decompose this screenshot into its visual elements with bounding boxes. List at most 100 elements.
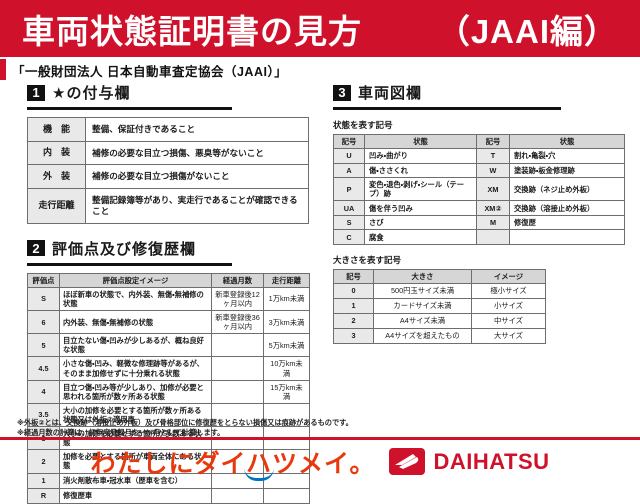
eval-point: S (27, 286, 60, 312)
condition-symbol: XM② (476, 200, 510, 216)
size-image: 大サイズ (471, 327, 546, 344)
condition-symbol: T (476, 148, 510, 164)
table-row: C 腐食 (333, 229, 625, 245)
condition-symbol: P (333, 177, 365, 202)
table-row: 6 内外装、無傷・無補修の状態 新車登録後36ヶ月以内 3万km未満 (27, 309, 310, 335)
size-col-header: イメージ (471, 268, 546, 284)
eval-months: 新車登録後12ヶ月以内 (211, 286, 264, 312)
table-row: A 傷・ささくれ W 塗装跡・板金修理跡 (333, 162, 625, 179)
section-3-badge: 3 (333, 84, 351, 101)
red-accent-bar (0, 59, 6, 80)
condition-symbol: M (476, 214, 510, 231)
size-desc: 500円玉サイズ未満 (373, 282, 472, 299)
eval-mileage: 1万km未満 (263, 286, 310, 312)
table-row: 1 カードサイズ未満 小サイズ (333, 297, 546, 314)
condition-table-caption: 状態を表す記号 (333, 120, 393, 130)
condition-state: 変色・退色・剥げ・シール（テープ）跡 (364, 177, 477, 202)
table-row: 内 装 補修の必要な目立つ損傷、悪臭等がないこと (27, 140, 309, 166)
page-edition: （JAAI編） (436, 12, 618, 50)
size-image: 小サイズ (471, 297, 546, 314)
eval-point: R (27, 487, 60, 504)
eval-desc: 小さな傷・凹み、軽微な修理跡等があるが、そのまま加修せずに十分乗れる状態 (59, 356, 212, 381)
size-symbol: 3 (333, 327, 374, 344)
section-3-title: 車両図欄 (358, 85, 423, 102)
daihatsu-logo-icon (389, 448, 426, 475)
eval-desc: 大小の加修を必要とする箇所が数ヶ所ある状態又は外板②適用車 (59, 402, 212, 428)
footnote: ※外板②とは、交換跡（溶接止め外板）及び骨格部位に修復歴をとらない損傷又は痕跡が… (17, 418, 353, 427)
eval-col-header: 走行距離 (263, 272, 310, 288)
table-row: 4.5 小さな傷・凹み、軽微な修理跡等があるが、そのまま加修せずに十分乗れる状態… (27, 356, 310, 381)
eval-months (211, 333, 264, 358)
eval-mileage: 10万km未満 (263, 356, 310, 381)
section-1-header: 1 ★の付与欄 (27, 82, 232, 110)
table-row: 0 500円玉サイズ未満 極小サイズ (333, 282, 546, 299)
eval-point: 4 (27, 379, 60, 404)
section-1-badge: 1 (27, 84, 45, 101)
size-desc: A4サイズを超えたもの (373, 327, 472, 344)
brand-wordmark: DAIHATSU (433, 448, 550, 474)
eval-table: 評価点 評価点設定イメージ 経過月数 走行距離 S ほぼ新車の状態で、内外装、無… (27, 272, 310, 504)
condition-symbol: C (333, 229, 365, 245)
condition-state: さび (364, 214, 477, 231)
condition-symbol: XM (476, 177, 510, 202)
table-row: R 修復歴車 (27, 487, 310, 504)
eval-point: 4.5 (27, 356, 60, 381)
table-row: 走行距離 整備記録簿等があり、実走行であることが確認できること (27, 188, 309, 224)
condition-symbol: S (333, 214, 365, 231)
star-row-label: 外 装 (27, 164, 86, 190)
eval-desc: ほぼ新車の状態で、内外装、無傷・無補修の状態 (59, 286, 212, 312)
table-row: 4 目立つ傷・凹み等が少しあり、加修が必要と思われる箇所が数ヶ所ある状態 15万… (27, 379, 310, 404)
slogan-label: わたしにダイハツメイ。 (90, 449, 376, 478)
condition-symbol (476, 229, 510, 245)
eval-months (211, 402, 264, 428)
section-3-header: 3 車両図欄 (333, 82, 561, 110)
condition-symbol: W (476, 162, 510, 179)
eval-desc: 内外装、無傷・無補修の状態 (59, 309, 212, 335)
page-header: 車両状態証明書の見方 （JAAI編） (0, 0, 640, 57)
eval-col-header: 経過月数 (211, 272, 264, 288)
slogan-text: わたしにダイハツメイ。 (90, 444, 376, 481)
size-table-caption: 大きさを表す記号 (333, 254, 402, 265)
eval-months (211, 379, 264, 404)
size-desc: カードサイズ未満 (373, 297, 472, 314)
table-header-row: 記号 状態 記号 状態 (333, 133, 625, 150)
eval-point: 6 (27, 309, 60, 335)
star-row-desc: 補修の必要な目立つ損傷がないこと (85, 164, 309, 190)
condition-col-header: 記号 (476, 133, 510, 150)
condition-col-header: 状態 (364, 133, 477, 150)
star-table: 機 能 整備、保証付きであること 内 装 補修の必要な目立つ損傷、悪臭等がないこ… (27, 117, 309, 224)
condition-table: 記号 状態 記号 状態 U 凹み・曲がり T 割れ・亀裂・穴 A 傷・ささくれ … (333, 133, 625, 245)
table-header-row: 評価点 評価点設定イメージ 経過月数 走行距離 (27, 272, 310, 288)
size-desc: A4サイズ未満 (373, 312, 472, 329)
condition-state: 交換跡（ネジ止め外板） (509, 177, 625, 202)
size-symbol: 0 (333, 282, 374, 299)
table-row: S ほぼ新車の状態で、内外装、無傷・無補修の状態 新車登録後12ヶ月以内 1万k… (27, 286, 310, 312)
condition-col-header: 記号 (333, 133, 365, 150)
star-row-desc: 整備記録簿等があり、実走行であることが確認できること (85, 188, 309, 224)
size-symbol: 1 (333, 297, 374, 314)
table-row: 5 目立たない傷・凹みが少しあるが、概ね良好な状態 5万km未満 (27, 333, 310, 358)
table-row: 3.5 大小の加修を必要とする箇所が数ヶ所ある状態又は外板②適用車 (27, 402, 310, 428)
table-header-row: 記号 大きさ イメージ (333, 268, 546, 284)
section-2-header: 2 評価点及び修復歴欄 (27, 238, 232, 266)
table-row: 外 装 補修の必要な目立つ損傷がないこと (27, 164, 309, 190)
table-row: 2 A4サイズ未満 中サイズ (333, 312, 546, 329)
condition-state: 凹み・曲がり (364, 148, 477, 164)
eval-mileage: 3万km未満 (263, 309, 310, 335)
condition-symbol: U (333, 148, 365, 164)
condition-state: 傷・ささくれ (364, 162, 477, 179)
star-row-desc: 補修の必要な目立つ損傷、悪臭等がないこと (85, 140, 309, 166)
condition-state: 腐食 (364, 229, 477, 245)
footer-divider (0, 437, 640, 440)
footnotes: ※外板②とは、交換跡（溶接止め外板）及び骨格部位に修復歴をとらない損傷又は痕跡が… (17, 418, 353, 437)
condition-state: 交換跡（溶接止め外板） (509, 200, 625, 216)
condition-state (509, 229, 625, 245)
condition-state: 傷を伴う凹み (364, 200, 477, 216)
star-row-label: 機 能 (27, 117, 86, 142)
size-image: 極小サイズ (471, 282, 546, 299)
table-row: 2 加修を必要とする箇所が車両全体にある状態 (27, 449, 310, 474)
section-2-title: 評価点及び修復歴欄 (52, 240, 197, 258)
eval-desc: 加修を必要とする箇所が車両全体にある状態 (59, 449, 212, 474)
section-2-badge: 2 (27, 240, 45, 257)
size-col-header: 記号 (333, 268, 374, 284)
